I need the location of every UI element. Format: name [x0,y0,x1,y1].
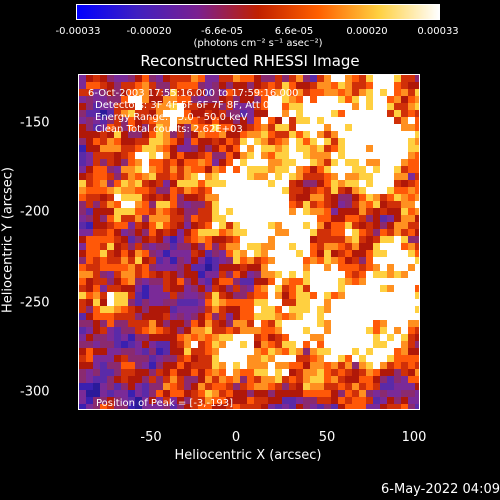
x-tick-label: -50 [140,430,162,445]
chart-title: Reconstructed RHESSI Image [140,52,360,70]
x-tick-label: 100 [401,430,427,445]
y-axis-label: Heliocentric Y (arcsec) [0,167,16,313]
colorbar-tick: 0.00020 [346,26,388,37]
x-axis-label: Heliocentric X (arcsec) [174,448,322,463]
x-tick-label: 0 [231,430,241,445]
clean-annotation: Clean Total counts: 2.62E+03 [95,124,243,135]
y-tick-label: -200 [20,204,50,220]
heatmap-plot [78,74,420,410]
colorbar-tick: -6.6e-05 [201,26,243,37]
detectors-annotation: Detectors: 3F 4F 5F 6F 7F 8F, Att 0 [95,100,270,111]
colorbar-tick: 6.6e-05 [274,26,314,37]
colorbar-tick: -0.00033 [55,26,101,37]
y-tick-label: -250 [20,295,50,311]
colorbar [76,4,440,20]
colorbar-tick: -0.00020 [126,26,172,37]
y-tick-label: -300 [20,384,50,400]
time-range-annotation: 6-Oct-2003 17:55:16.000 to 17:59:16.000 [88,88,299,99]
y-tick-label: -150 [20,115,50,131]
x-tick-label: 50 [318,430,336,445]
colorbar-units: (photons cm⁻² s⁻¹ asec⁻²) [193,38,323,49]
heatmap-svg [79,75,419,409]
energy-annotation: Energy Range: 25.0 - 50.0 keV [95,112,248,123]
colorbar-tick: 0.00033 [417,26,459,37]
peak-annotation: Position of Peak = [-3,-193] [96,398,234,409]
timestamp-footer: 6-May-2022 04:09 [381,482,500,497]
